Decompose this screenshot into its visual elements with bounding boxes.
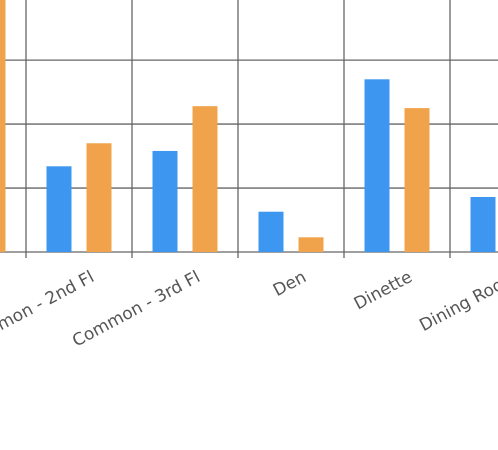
x-tick-label: Den	[270, 267, 310, 301]
bar	[404, 108, 430, 252]
bar	[192, 106, 218, 252]
bar	[364, 79, 390, 252]
bar	[86, 143, 112, 252]
bar	[258, 211, 284, 252]
x-tick-label: Dinette	[351, 267, 416, 314]
bar	[152, 150, 178, 252]
bar	[298, 237, 324, 252]
bar	[0, 0, 6, 253]
bar	[470, 196, 496, 252]
bar	[46, 166, 72, 252]
x-tick-label: Dining Room	[416, 267, 498, 336]
